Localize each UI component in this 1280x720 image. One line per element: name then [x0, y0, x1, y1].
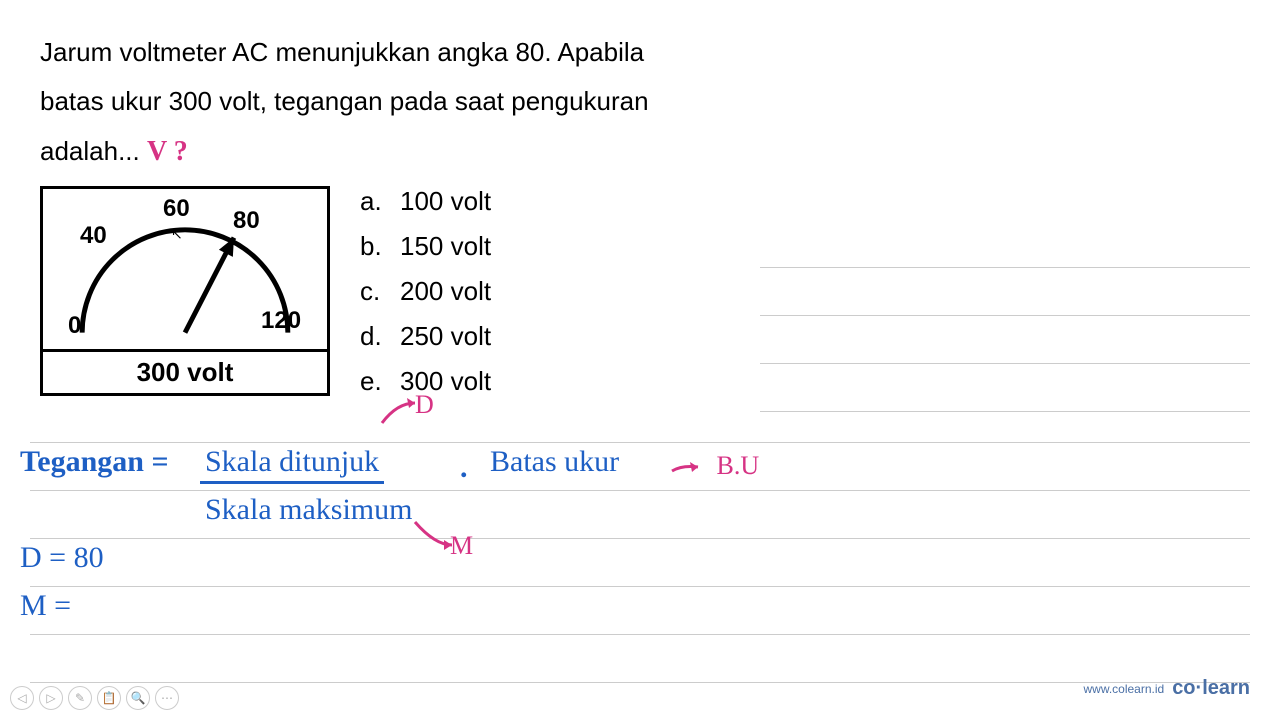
- option-text: 200 volt: [400, 276, 491, 307]
- handwriting-area: D Tegangan = Skala ditunjuk . Batas ukur…: [30, 395, 1250, 683]
- footer: www.colearn.id co·learn: [1083, 677, 1250, 700]
- control-btn[interactable]: ⋯: [155, 686, 179, 710]
- option-a: a. 100 volt: [360, 186, 491, 217]
- scale-label-80: 80: [233, 207, 260, 235]
- option-text: 100 volt: [400, 186, 491, 217]
- option-b: b. 150 volt: [360, 231, 491, 262]
- M-value: M =: [20, 589, 71, 623]
- scale-label-120: 120: [261, 307, 301, 335]
- option-letter: a.: [360, 186, 385, 217]
- option-text: 250 volt: [400, 321, 491, 352]
- cursor-icon: ↖: [171, 226, 183, 243]
- scale-label-40: 40: [80, 222, 107, 250]
- formula-denominator: Skala maksimum: [205, 493, 412, 527]
- formula-label: Tegangan =: [20, 445, 169, 479]
- footer-logo: co·learn: [1172, 677, 1250, 700]
- option-letter: b.: [360, 231, 385, 262]
- scale-label-60: 60: [163, 195, 190, 223]
- control-btn[interactable]: 📋: [97, 686, 121, 710]
- options-list: a. 100 volt b. 150 volt c. 200 volt d. 250 volt…: [360, 186, 491, 397]
- formula-dot: .: [460, 451, 468, 485]
- option-letter: c.: [360, 276, 385, 307]
- lined-paper-right: [760, 220, 1250, 412]
- control-btn[interactable]: ◁: [10, 686, 34, 710]
- option-text: 150 volt: [400, 231, 491, 262]
- question-line-3: adalah... V ?: [40, 128, 1240, 176]
- arrow-D: D: [415, 390, 434, 420]
- formula-numerator: Skala ditunjuk: [200, 445, 384, 484]
- question-line-2: batas ukur 300 volt, tegangan pada saat …: [40, 79, 1240, 123]
- option-c: c. 200 volt: [360, 276, 491, 307]
- scale-label-0: 0: [68, 312, 81, 340]
- option-text: 300 volt: [400, 366, 491, 397]
- formula-multiplier: Batas ukur: [490, 445, 619, 479]
- control-btn[interactable]: 🔍: [126, 686, 150, 710]
- control-btn[interactable]: ▷: [39, 686, 63, 710]
- voltmeter: 0 40 60 80 120 ↖ 300 volt: [40, 186, 330, 396]
- footer-url: www.colearn.id: [1083, 682, 1164, 696]
- arrow-M: M: [450, 525, 473, 555]
- footer-controls: ◁▷✎📋🔍⋯: [10, 686, 179, 710]
- voltmeter-range: 300 volt: [43, 349, 327, 393]
- arrow-BU: B.U: [670, 451, 759, 481]
- option-letter: d.: [360, 321, 385, 352]
- question-line-1: Jarum voltmeter AC menunjukkan angka 80.…: [40, 30, 1240, 74]
- option-letter: e.: [360, 366, 385, 397]
- annotation-V: V ?: [147, 136, 188, 167]
- control-btn[interactable]: ✎: [68, 686, 92, 710]
- D-value: D = 80: [20, 541, 104, 575]
- option-d: d. 250 volt: [360, 321, 491, 352]
